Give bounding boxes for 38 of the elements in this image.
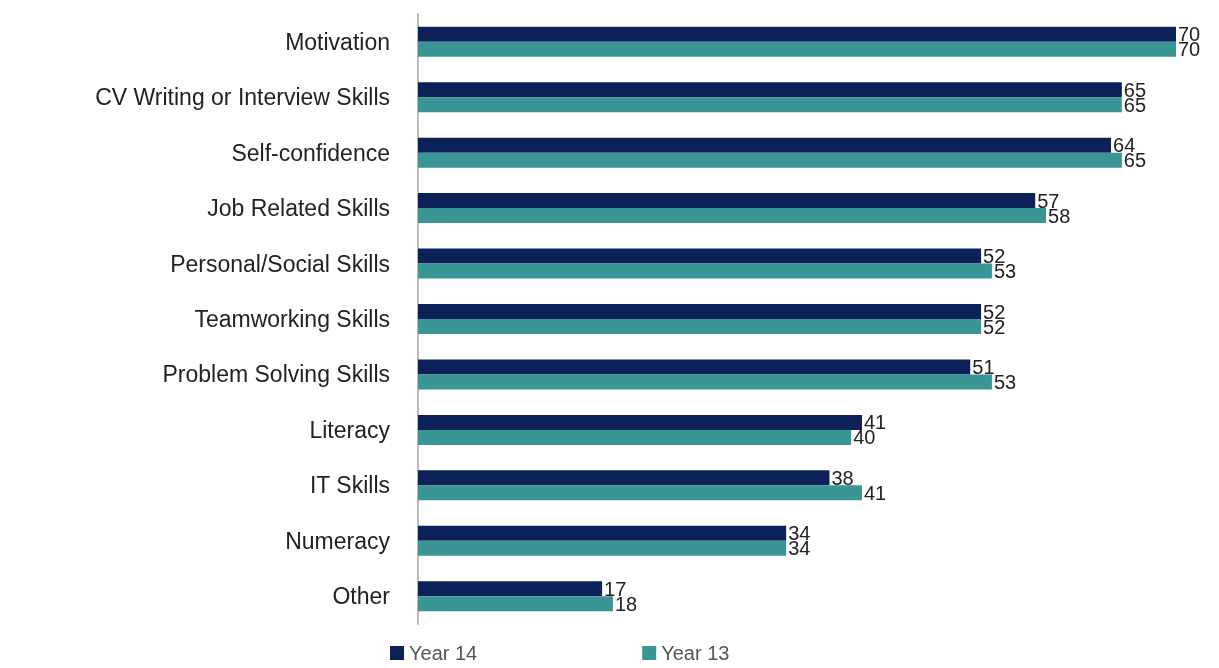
bar xyxy=(418,429,852,445)
bar xyxy=(418,525,787,541)
bar xyxy=(418,137,1112,153)
bar xyxy=(418,82,1122,98)
y-tick-label: Self-confidence xyxy=(231,139,390,166)
y-tick-label: CV Writing or Interview Skills xyxy=(95,84,390,111)
legend-label: Year 14 xyxy=(409,642,478,664)
y-tick-label: Problem Solving Skills xyxy=(162,361,390,388)
bar xyxy=(418,97,1122,113)
bar xyxy=(418,540,787,556)
y-tick-label: IT Skills xyxy=(309,472,390,499)
bar xyxy=(418,193,1036,209)
bar xyxy=(418,263,992,279)
data-label: 38 xyxy=(831,466,854,489)
y-tick-label: Motivation xyxy=(285,28,390,55)
bar xyxy=(418,41,1176,57)
data-label: 51 xyxy=(972,355,995,378)
bar xyxy=(418,304,982,319)
bar xyxy=(418,248,982,264)
bar xyxy=(418,470,830,486)
bar xyxy=(418,374,992,390)
y-tick-label: Teamworking Skills xyxy=(194,306,390,332)
bar xyxy=(418,596,613,612)
bar xyxy=(418,152,1122,168)
bar xyxy=(418,319,982,334)
bar xyxy=(418,581,603,597)
data-label: 41 xyxy=(863,481,887,504)
bar xyxy=(418,26,1176,42)
y-tick-label: Numeracy xyxy=(285,527,391,554)
y-tick-label: Other xyxy=(332,583,391,610)
bar xyxy=(418,359,971,375)
legend-label: Year 13 xyxy=(661,642,730,664)
y-tick-label: Personal/Social Skills xyxy=(170,250,390,277)
bar xyxy=(418,208,1047,224)
bar xyxy=(418,414,862,430)
bar xyxy=(418,485,862,501)
y-tick-label: Literacy xyxy=(309,416,391,443)
y-tick-label: Job Related Skills xyxy=(207,195,390,222)
